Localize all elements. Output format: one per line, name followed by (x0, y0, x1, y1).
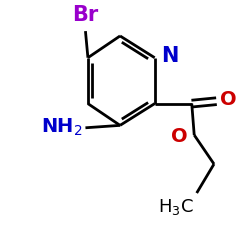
Text: O: O (220, 90, 237, 110)
Text: H$_3$C: H$_3$C (158, 197, 194, 217)
Text: O: O (172, 127, 188, 146)
Text: Br: Br (72, 5, 99, 25)
Text: N: N (161, 46, 178, 66)
Text: NH$_2$: NH$_2$ (42, 117, 83, 139)
